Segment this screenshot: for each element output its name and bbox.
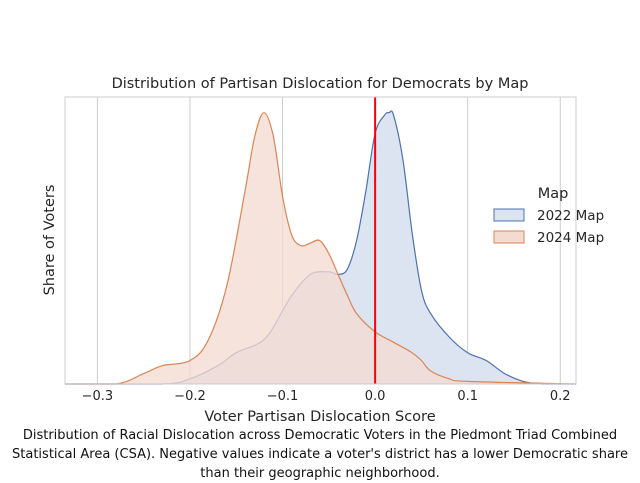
- y-axis-label: Share of Voters: [42, 185, 58, 296]
- chart-title: Distribution of Partisan Dislocation for…: [112, 76, 529, 92]
- x-tick-label: 0.2: [550, 389, 571, 404]
- legend-label: 2024 Map: [537, 230, 604, 246]
- legend-title: Map: [538, 186, 569, 202]
- series-line-2: [64, 112, 577, 385]
- plot-frame: [64, 96, 577, 385]
- chart: Distribution of Partisan Dislocation for…: [42, 76, 604, 425]
- figure-caption: Distribution of Racial Dislocation acros…: [12, 428, 628, 481]
- series-fill-2: [65, 112, 576, 384]
- legend-swatch: [493, 230, 525, 244]
- density-areas: [64, 110, 577, 385]
- x-tick-label: 0.0: [365, 389, 386, 404]
- legend-label: 2022 Map: [537, 208, 604, 224]
- legend-swatch: [493, 208, 525, 222]
- x-tick-label: 0.1: [457, 389, 478, 404]
- x-tick-label: −0.3: [82, 389, 114, 404]
- x-axis-ticks: −0.3 −0.2 −0.1 0.0 0.1 0.2: [82, 389, 571, 404]
- legend: Map 2022 Map 2024 Map: [493, 186, 604, 246]
- x-axis-label: Voter Partisan Dislocation Score: [204, 409, 435, 425]
- x-tick-label: −0.1: [267, 389, 299, 404]
- x-tick-label: −0.2: [174, 389, 206, 404]
